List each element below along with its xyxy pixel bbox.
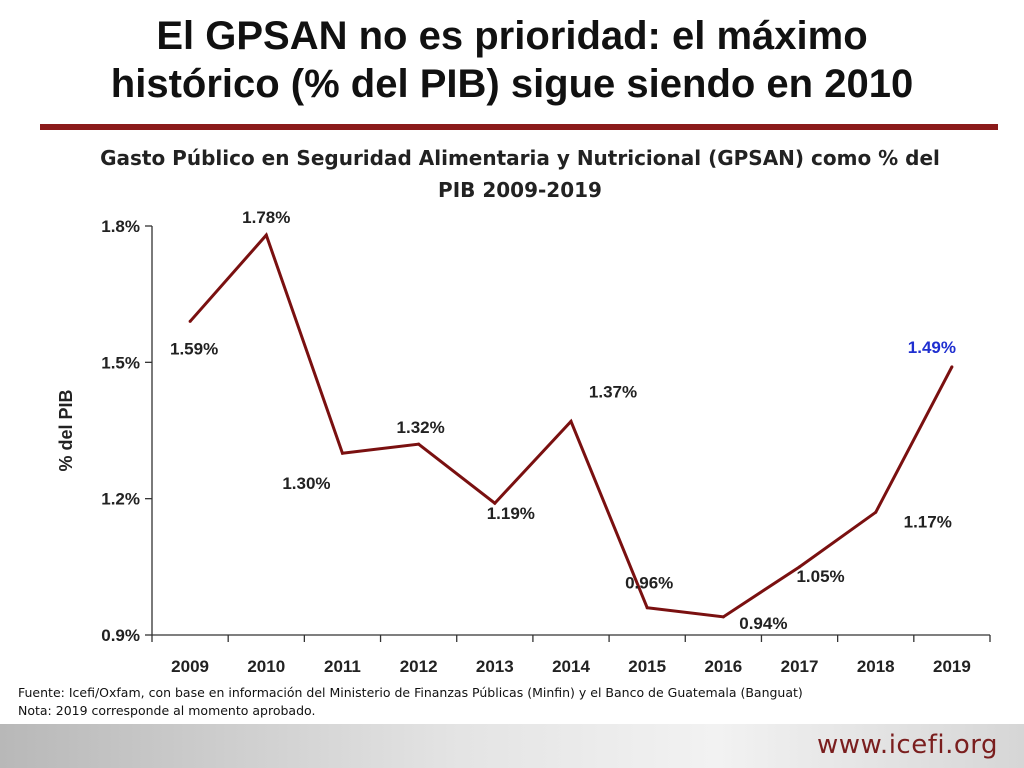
y-tick-label: 1.2% (101, 490, 140, 509)
data-label: 1.17% (904, 512, 952, 531)
data-point (188, 319, 192, 323)
slide-title-line-1: El GPSAN no es prioridad: el máximo (156, 14, 868, 58)
data-label: 1.32% (397, 418, 445, 437)
x-tick-label: 2016 (704, 657, 742, 676)
x-tick-label: 2017 (781, 657, 819, 676)
data-label: 1.05% (796, 567, 844, 586)
data-point (493, 501, 497, 505)
data-label: 1.30% (282, 474, 330, 493)
data-point (874, 510, 878, 514)
x-tick-label: 2010 (247, 657, 285, 676)
chart-title-line-2: PIB 2009-2019 (438, 178, 602, 202)
y-tick-label: 1.5% (101, 353, 140, 372)
footer-url: www.icefi.org (817, 730, 998, 760)
x-tick-label: 2018 (857, 657, 895, 676)
data-point (645, 606, 649, 610)
data-label: 1.37% (589, 382, 637, 401)
data-label: 1.19% (487, 504, 535, 523)
data-label: 0.94% (739, 614, 787, 633)
data-point (340, 451, 344, 455)
footnote: Nota: 2019 corresponde al momento aproba… (18, 703, 316, 718)
slide-title-line-2: histórico (% del PIB) sigue siendo en 20… (110, 62, 914, 106)
footer-bar: www.icefi.org (0, 724, 1024, 768)
y-tick-label: 0.9% (101, 626, 140, 645)
data-point (798, 565, 802, 569)
chart-title: Gasto Público en Seguridad Alimentaria y… (70, 142, 970, 206)
x-tick-label: 2014 (552, 657, 590, 676)
x-tick-label: 2011 (324, 657, 361, 676)
series-line (188, 232, 954, 619)
source-note: Fuente: Icefi/Oxfam, con base en informa… (18, 685, 803, 700)
chart-title-line-1: Gasto Público en Seguridad Alimentaria y… (100, 146, 940, 170)
data-label: 1.59% (170, 339, 218, 358)
data-label: 1.78% (242, 208, 290, 227)
data-point (721, 615, 725, 619)
data-point (950, 365, 954, 369)
data-label: 1.49% (908, 338, 956, 357)
x-tick-label: 2012 (400, 657, 438, 676)
x-tick-label: 2019 (933, 657, 971, 676)
data-point (569, 419, 573, 423)
x-tick-label: 2015 (628, 657, 666, 676)
y-tick-label: 1.8% (101, 217, 140, 236)
x-tick-label: 2009 (171, 657, 209, 676)
title-divider (40, 124, 998, 130)
y-axis-label: % del PIB (56, 389, 76, 471)
chart-notes: Fuente: Icefi/Oxfam, con base en informa… (18, 684, 803, 720)
x-tick-label: 2013 (476, 657, 514, 676)
data-label: 0.96% (625, 574, 673, 593)
data-point (417, 442, 421, 446)
data-point (264, 233, 268, 237)
slide-title: El GPSAN no es prioridad: el máximo hist… (0, 12, 1024, 108)
